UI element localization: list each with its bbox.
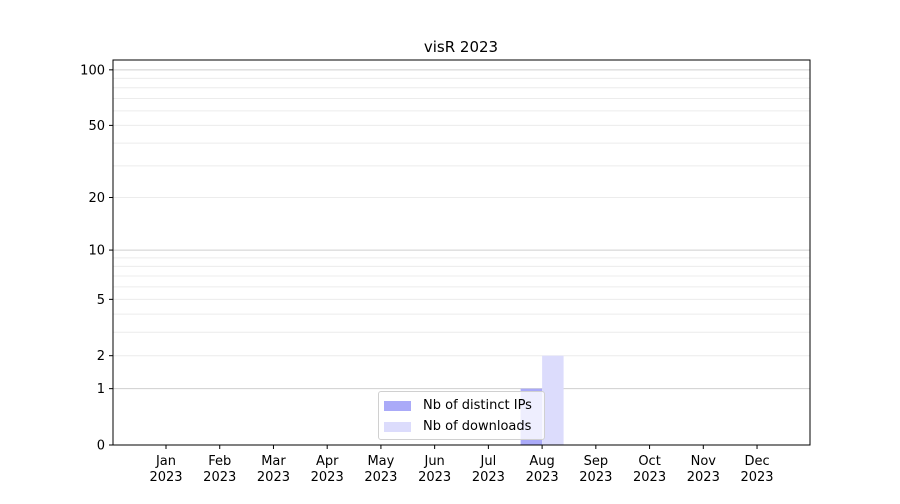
x-tick-label: Oct 2023 <box>633 454 666 485</box>
x-tick-label: Aug 2023 <box>526 454 559 485</box>
legend-swatch <box>384 421 411 432</box>
y-tick-label: 2 <box>97 349 105 364</box>
x-tick-label: Dec 2023 <box>740 454 773 485</box>
legend-label: Nb of distinct IPs <box>423 398 532 413</box>
chart-title: visR 2023 <box>424 38 498 56</box>
legend-item-downloads: Nb of downloads <box>384 419 531 434</box>
bar-downloads <box>542 355 564 445</box>
x-tick-label: Feb 2023 <box>203 454 236 485</box>
x-tick-label: May 2023 <box>364 454 397 485</box>
legend-item-ips: Nb of distinct IPs <box>384 398 532 413</box>
plot-frame <box>112 59 811 446</box>
y-tick-label: 1 <box>97 382 105 397</box>
legend: Nb of distinct IPs Nb of downloads <box>378 391 545 440</box>
x-tick-label: Sep 2023 <box>579 454 612 485</box>
legend-swatch <box>384 400 411 411</box>
x-tick-label: Mar 2023 <box>257 454 290 485</box>
y-tick-label: 5 <box>97 293 105 308</box>
legend-label: Nb of downloads <box>423 419 532 434</box>
x-tick-label: Apr 2023 <box>311 454 344 485</box>
y-tick-label: 0 <box>97 439 105 454</box>
y-tick-label: 50 <box>88 119 105 134</box>
x-tick-label: Jun 2023 <box>418 454 451 485</box>
x-tick-label: Jan 2023 <box>149 454 182 485</box>
y-tick-label: 20 <box>88 191 105 206</box>
y-tick-label: 100 <box>80 63 105 78</box>
y-tick-label: 10 <box>88 244 105 259</box>
x-tick-label: Nov 2023 <box>687 454 720 485</box>
x-tick-label: Jul 2023 <box>472 454 505 485</box>
